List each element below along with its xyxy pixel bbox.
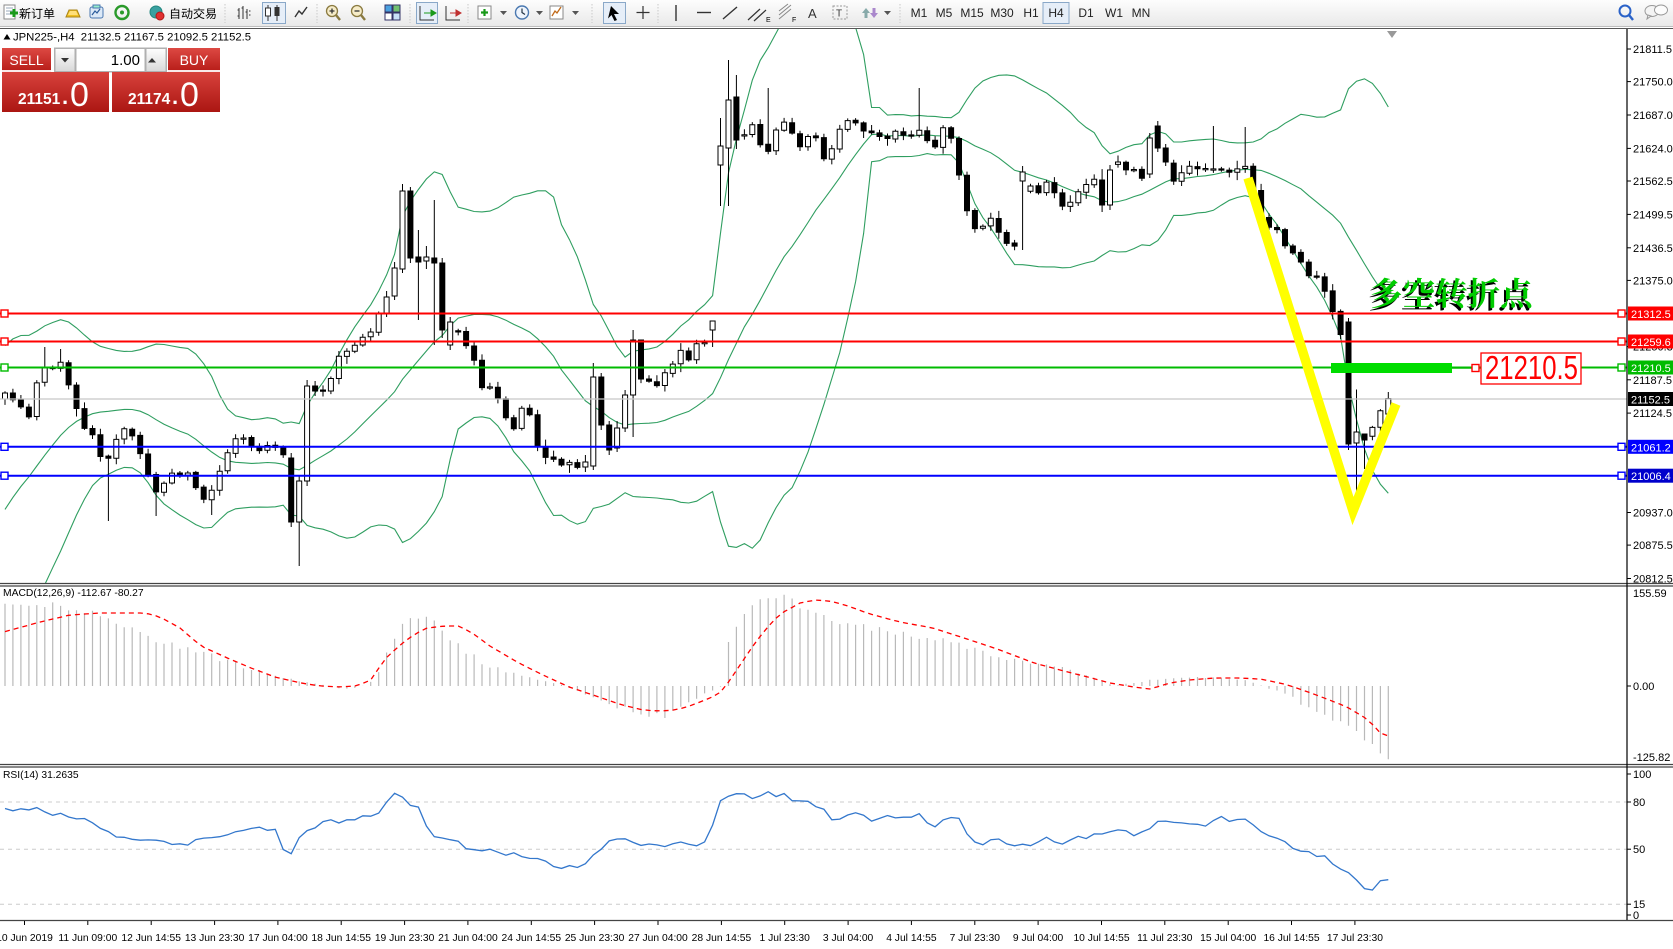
svg-text:21687.0: 21687.0	[1633, 110, 1673, 122]
svg-text:100: 100	[1633, 769, 1651, 781]
svg-text:13 Jun 23:30: 13 Jun 23:30	[185, 933, 245, 944]
svg-text:19 Jun 23:30: 19 Jun 23:30	[375, 933, 435, 944]
svg-text:M5: M5	[936, 6, 953, 20]
svg-text:11 Jun 09:00: 11 Jun 09:00	[58, 933, 117, 944]
svg-text:H4: H4	[1048, 6, 1064, 20]
svg-text:3 Jul 04:00: 3 Jul 04:00	[823, 933, 874, 944]
svg-text:21151: 21151	[18, 91, 61, 108]
svg-text:11 Jul 23:30: 11 Jul 23:30	[1137, 933, 1193, 944]
svg-text:21174: 21174	[128, 91, 171, 108]
svg-text:SELL: SELL	[9, 52, 43, 68]
svg-text:20937.0: 20937.0	[1633, 508, 1673, 520]
svg-text:21210.5: 21210.5	[1631, 363, 1671, 375]
svg-text:12 Jun 14:55: 12 Jun 14:55	[121, 933, 181, 944]
svg-text:21436.5: 21436.5	[1633, 243, 1673, 255]
svg-text:21811.5: 21811.5	[1633, 44, 1672, 56]
svg-text:28 Jun 14:55: 28 Jun 14:55	[692, 933, 752, 944]
svg-text:M30: M30	[990, 6, 1014, 20]
svg-text:M1: M1	[911, 6, 928, 20]
svg-text:RSI(14) 31.2635: RSI(14) 31.2635	[3, 770, 79, 781]
svg-text:D1: D1	[1078, 6, 1094, 20]
svg-text:17 Jun 04:00: 17 Jun 04:00	[248, 933, 308, 944]
svg-text:T: T	[836, 9, 842, 20]
svg-text:16 Jul 14:55: 16 Jul 14:55	[1263, 933, 1319, 944]
svg-text:15 Jul 04:00: 15 Jul 04:00	[1200, 933, 1256, 944]
svg-text:21152.5: 21152.5	[1631, 395, 1670, 407]
svg-text:50: 50	[1633, 844, 1645, 856]
svg-text:1.00: 1.00	[111, 52, 140, 69]
svg-text:.: .	[62, 84, 68, 109]
svg-text:17 Jul 23:30: 17 Jul 23:30	[1327, 933, 1383, 944]
svg-text:0: 0	[1633, 910, 1639, 922]
svg-text:27 Jun 04:00: 27 Jun 04:00	[628, 933, 688, 944]
svg-text:10 Jul 14:55: 10 Jul 14:55	[1073, 933, 1129, 944]
svg-text:0.00: 0.00	[1633, 681, 1654, 693]
svg-text:4 Jul 14:55: 4 Jul 14:55	[886, 933, 937, 944]
svg-text:20812.5: 20812.5	[1633, 574, 1673, 586]
svg-text:A: A	[808, 6, 817, 21]
svg-text:21259.6: 21259.6	[1631, 337, 1671, 349]
svg-text:21499.5: 21499.5	[1633, 209, 1673, 221]
svg-text:7 Jul 23:30: 7 Jul 23:30	[950, 933, 1001, 944]
svg-text:9 Jul 04:00: 9 Jul 04:00	[1013, 933, 1064, 944]
svg-text:M15: M15	[960, 6, 984, 20]
svg-text:21312.5: 21312.5	[1631, 309, 1671, 321]
svg-text:15: 15	[1633, 899, 1645, 911]
svg-text:21006.4: 21006.4	[1631, 471, 1671, 483]
svg-text:24 Jun 14:55: 24 Jun 14:55	[502, 933, 562, 944]
svg-text:21061.2: 21061.2	[1631, 442, 1671, 454]
svg-text:80: 80	[1633, 797, 1645, 809]
svg-text:BUY: BUY	[180, 52, 209, 68]
svg-text:18 Jun 14:55: 18 Jun 14:55	[311, 933, 371, 944]
svg-text:21210.5: 21210.5	[1485, 349, 1578, 386]
svg-text:20875.5: 20875.5	[1633, 540, 1673, 552]
svg-text:MACD(12,26,9) -112.67 -80.27: MACD(12,26,9) -112.67 -80.27	[3, 588, 144, 599]
svg-text:W1: W1	[1105, 6, 1123, 20]
svg-text:F: F	[792, 17, 796, 24]
svg-text:MN: MN	[1132, 6, 1151, 20]
svg-text:25 Jun 23:30: 25 Jun 23:30	[565, 933, 625, 944]
svg-text:21 Jun 04:00: 21 Jun 04:00	[438, 933, 498, 944]
svg-text:21624.0: 21624.0	[1633, 143, 1673, 155]
svg-text:21124.5: 21124.5	[1633, 408, 1672, 420]
svg-text:0: 0	[180, 76, 199, 114]
svg-text:-125.82: -125.82	[1633, 752, 1670, 764]
svg-text:21187.5: 21187.5	[1633, 375, 1672, 387]
svg-text:1 Jul 23:30: 1 Jul 23:30	[760, 933, 811, 944]
svg-text:155.59: 155.59	[1633, 588, 1667, 600]
svg-text:JPN225-,H4 21132.5 21167.5 21: JPN225-,H4 21132.5 21167.5 21092.5 21152…	[13, 32, 251, 44]
svg-text:21750.0: 21750.0	[1633, 77, 1673, 89]
svg-text:10 Jun 2019: 10 Jun 2019	[0, 933, 53, 944]
svg-text:E: E	[766, 17, 771, 24]
svg-text:21375.0: 21375.0	[1633, 275, 1673, 287]
svg-text:.: .	[172, 84, 178, 109]
svg-text:H1: H1	[1023, 6, 1039, 20]
svg-text:21562.5: 21562.5	[1633, 176, 1673, 188]
svg-text:0: 0	[70, 76, 89, 114]
